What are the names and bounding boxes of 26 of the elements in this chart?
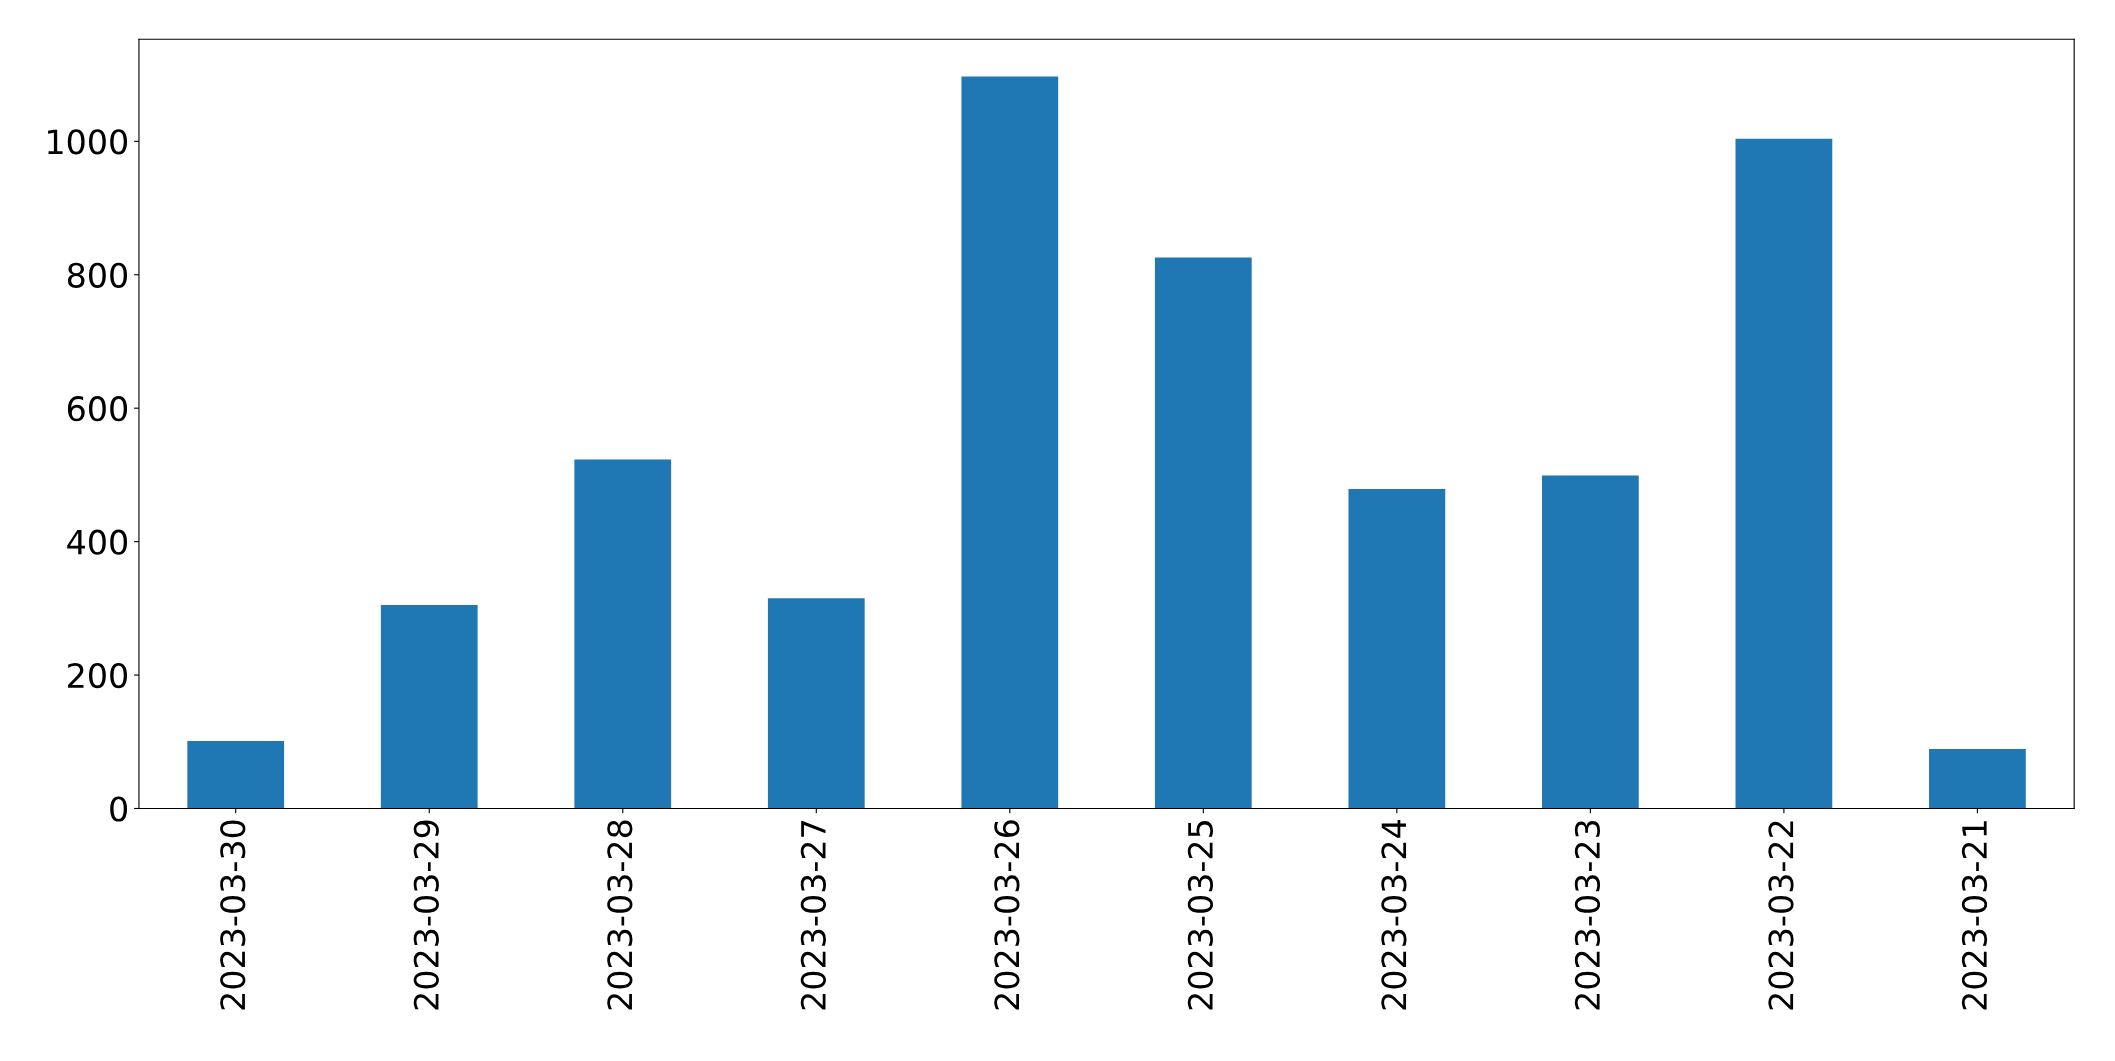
bar [1735, 138, 1833, 809]
x-tick-label: 2023-03-29 [413, 820, 439, 1010]
x-tick-label: 2023-03-26 [994, 820, 1020, 1010]
bar [961, 76, 1059, 809]
x-tick-label: 2023-03-24 [1381, 820, 1407, 1010]
bar [767, 598, 865, 809]
x-tick-label: 2023-03-27 [800, 821, 826, 1010]
x-tick-label: 2023-03-21 [1961, 821, 1988, 1010]
x-tick-label: 2023-03-22 [1768, 821, 1794, 1010]
bar [574, 459, 672, 809]
bar [1541, 475, 1639, 809]
y-tick-label: 200 [68, 662, 128, 689]
bar [1348, 488, 1446, 809]
y-tick-label: 600 [67, 396, 128, 422]
bar [187, 741, 285, 809]
bar [1929, 749, 2026, 809]
y-tick-label: 800 [67, 262, 128, 288]
y-tick-label: 0 [110, 796, 128, 822]
x-tick-label: 2023-03-30 [220, 820, 246, 1010]
bar [380, 605, 478, 809]
x-tick-label: 2023-03-28 [607, 820, 633, 1010]
x-tick-label: 2023-03-25 [1187, 821, 1213, 1010]
bar [1154, 257, 1252, 809]
y-tick-label: 1000 [48, 129, 128, 155]
y-tick-label: 400 [67, 529, 128, 555]
x-tick-label: 2023-03-23 [1574, 820, 1601, 1010]
